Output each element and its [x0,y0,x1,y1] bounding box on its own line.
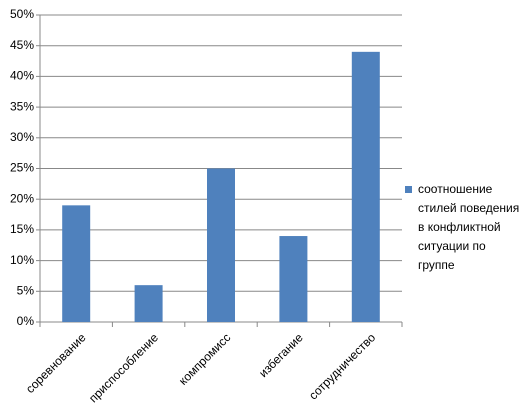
y-tick-label: 50% [10,7,34,21]
y-tick-label: 20% [10,191,34,205]
y-tick-label: 5% [17,283,35,297]
x-tick-label: соревнование [23,330,89,396]
legend: соотношение стилей поведения в конфликтн… [405,180,523,275]
x-tick-label: приспособление [86,330,161,405]
x-tick-label: избегание [256,330,306,380]
y-tick-label: 25% [10,161,34,175]
x-tick-label: компромисс [176,330,233,387]
y-tick-label: 30% [10,130,34,144]
bar [279,236,308,322]
y-tick-label: 35% [10,99,34,113]
legend-key [405,186,412,193]
bar [62,205,91,322]
y-tick-label: 0% [17,314,35,328]
y-tick-label: 40% [10,69,34,83]
bar [134,285,163,322]
y-tick-label: 15% [10,222,34,236]
bar [351,51,380,323]
legend-label: соотношение стилей поведения в конфликтн… [418,182,520,272]
bar [207,168,235,322]
y-tick-label: 10% [10,253,34,267]
x-tick-label: сотрудничество [306,330,378,402]
y-tick-label: 45% [10,38,34,52]
